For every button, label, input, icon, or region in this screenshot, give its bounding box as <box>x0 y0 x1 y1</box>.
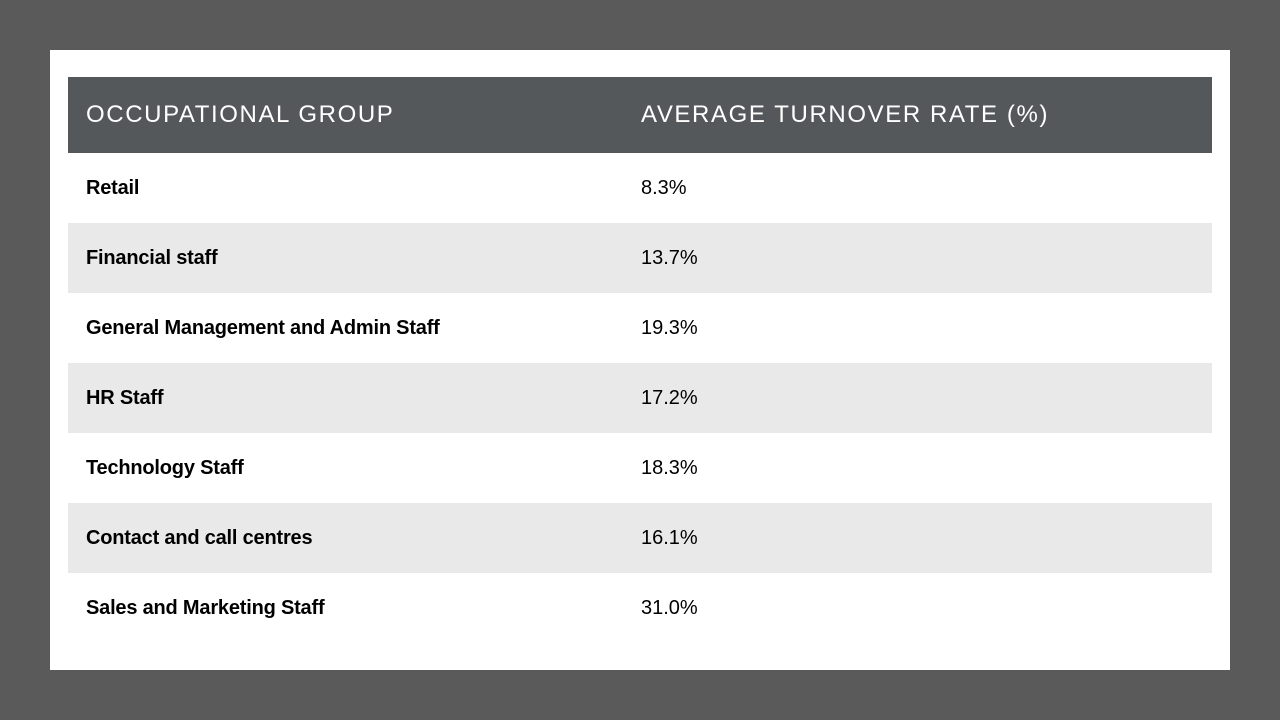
table-header-row: OCCUPATIONAL GROUP AVERAGE TURNOVER RATE… <box>68 77 1212 153</box>
turnover-table: OCCUPATIONAL GROUP AVERAGE TURNOVER RATE… <box>68 77 1212 643</box>
row-label: HR Staff <box>86 386 164 409</box>
row-value: 31.0% <box>641 596 698 619</box>
header-average-turnover-rate: AVERAGE TURNOVER RATE (%) <box>641 101 1050 128</box>
row-value: 19.3% <box>641 316 698 339</box>
row-label: Technology Staff <box>86 456 244 479</box>
table-row: General Management and Admin Staff 19.3% <box>68 293 1212 363</box>
row-value: 13.7% <box>641 246 698 269</box>
table-row: Financial staff 13.7% <box>68 223 1212 293</box>
header-occupational-group: OCCUPATIONAL GROUP <box>86 101 395 128</box>
table-row: Technology Staff 18.3% <box>68 433 1212 503</box>
table-row: HR Staff 17.2% <box>68 363 1212 433</box>
row-label: Financial staff <box>86 246 218 269</box>
row-label: General Management and Admin Staff <box>86 316 440 339</box>
row-label: Contact and call centres <box>86 526 313 549</box>
slide-card: OCCUPATIONAL GROUP AVERAGE TURNOVER RATE… <box>50 50 1230 670</box>
row-label: Retail <box>86 176 140 199</box>
row-label: Sales and Marketing Staff <box>86 596 325 619</box>
row-value: 8.3% <box>641 176 687 199</box>
table-row: Retail 8.3% <box>68 153 1212 223</box>
table-row: Sales and Marketing Staff 31.0% <box>68 573 1212 643</box>
table-row: Contact and call centres 16.1% <box>68 503 1212 573</box>
row-value: 18.3% <box>641 456 698 479</box>
row-value: 17.2% <box>641 386 698 409</box>
row-value: 16.1% <box>641 526 698 549</box>
